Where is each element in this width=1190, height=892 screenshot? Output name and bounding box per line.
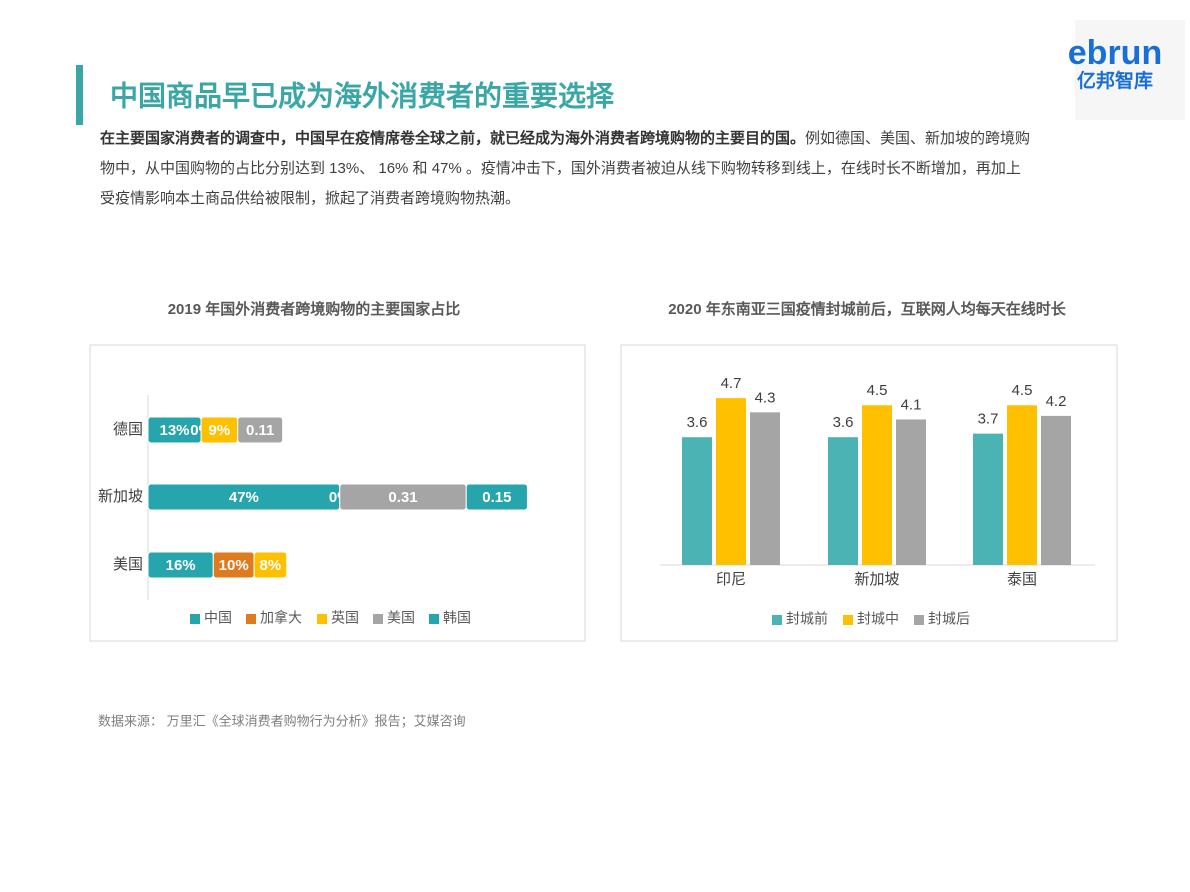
legend-swatch — [246, 614, 256, 624]
chart-frame — [89, 344, 586, 642]
bar — [682, 437, 712, 565]
value-label: 4.3 — [755, 389, 776, 406]
legend-swatch — [914, 615, 924, 625]
y-tick-label: 德国 — [113, 420, 143, 438]
value-label: 4.1 — [901, 396, 922, 413]
slide-title: 中国商品早已成为海外消费者的重要选择 — [110, 79, 615, 111]
value-label: 3.6 — [687, 414, 708, 431]
value-label: 0.15 — [482, 489, 511, 506]
legend-label: 韩国 — [443, 610, 471, 626]
bar — [237, 416, 284, 444]
value-label: 8% — [260, 557, 282, 574]
logo-top: ebrun — [1068, 34, 1162, 72]
bar — [1007, 405, 1037, 565]
bar — [465, 483, 528, 511]
legend-label: 封城中 — [857, 611, 899, 627]
value-label: 47% — [229, 489, 259, 506]
value-label: 0.11 — [246, 422, 274, 439]
paragraph-text: 例如德国、美国、新加坡的跨境购物中，从中国购物的占比分别达到 13%、 16% … — [100, 130, 1031, 207]
legend-label: 加拿大 — [260, 610, 302, 626]
bar — [862, 405, 892, 565]
bar — [973, 433, 1003, 565]
value-label: 4.5 — [867, 382, 888, 399]
source: 数据来源： 万里汇《全球消费者购物行为分析》报告；艾媒咨询 — [98, 713, 466, 729]
bar — [896, 419, 926, 565]
value-label: 4.7 — [721, 375, 742, 392]
legend-swatch — [373, 614, 383, 624]
legend-swatch — [429, 614, 439, 624]
legend-label: 封城后 — [928, 611, 970, 627]
value-label: 13% — [160, 422, 190, 439]
logo-bottom: 亿邦智库 — [1077, 69, 1153, 92]
chart-title: 2020 年东南亚三国疫情封城前后，互联网人均每天在线时长 — [668, 300, 1067, 318]
chart-title: 2019 年国外消费者跨境购物的主要国家占比 — [168, 300, 461, 318]
x-tick-label: 印尼 — [716, 571, 746, 588]
legend-label: 英国 — [331, 610, 359, 626]
legend-label: 美国 — [387, 610, 415, 626]
y-tick-label: 美国 — [113, 556, 143, 573]
value-label: 9% — [209, 422, 231, 439]
value-label: 0.31 — [388, 489, 417, 506]
paragraph: 在主要国家消费者的调查中，中国早在疫情席卷全球之前，就已经成为海外消费者跨境购物… — [100, 124, 1035, 214]
legend-swatch — [843, 615, 853, 625]
chart-frame — [620, 344, 1118, 642]
paragraph-bold: 在主要国家消费者的调查中，中国早在疫情席卷全球之前，就已经成为海外消费者跨境购物… — [100, 130, 806, 147]
legend-label: 封城前 — [786, 611, 828, 627]
value-label: 10% — [219, 557, 249, 574]
bar — [828, 437, 858, 565]
value-label: 3.7 — [978, 411, 999, 428]
legend-swatch — [190, 614, 200, 624]
value-label: 4.5 — [1012, 382, 1033, 399]
bar — [1041, 415, 1071, 565]
y-tick-label: 新加坡 — [98, 488, 143, 505]
legend-label: 中国 — [204, 610, 232, 626]
logo-bg — [1075, 20, 1185, 120]
bar — [750, 412, 780, 565]
accent-bar — [76, 65, 83, 125]
value-label: 3.6 — [833, 414, 854, 431]
bar — [716, 398, 746, 565]
x-tick-label: 泰国 — [1007, 571, 1037, 588]
bar — [253, 551, 288, 579]
legend-swatch — [772, 615, 782, 625]
value-label: 16% — [166, 557, 196, 574]
legend-swatch — [317, 614, 327, 624]
value-label: 4.2 — [1046, 393, 1067, 410]
x-tick-label: 新加坡 — [854, 571, 899, 588]
